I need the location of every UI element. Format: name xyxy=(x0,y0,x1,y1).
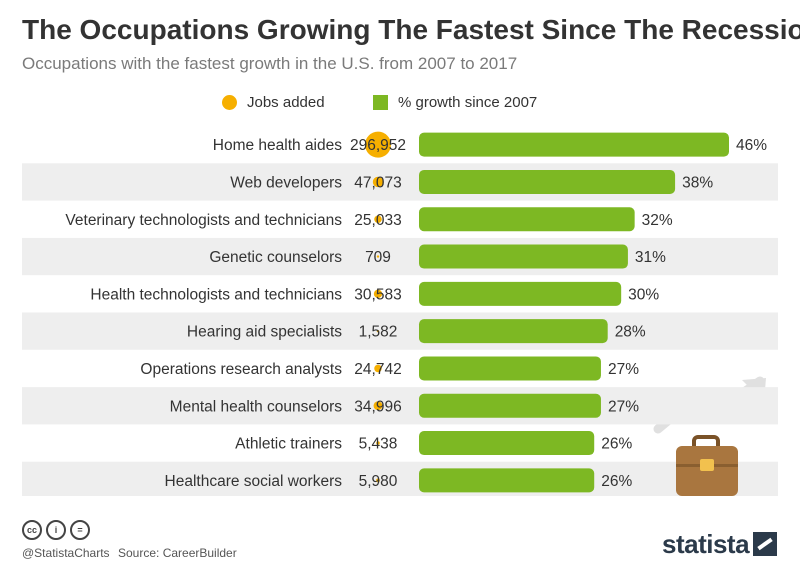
briefcase-clasp xyxy=(700,459,714,471)
statista-logo-icon xyxy=(753,532,778,556)
chart-area: Home health aides 296,952 46% Web developer… xyxy=(22,131,778,496)
category-label: Home health aides xyxy=(213,137,342,154)
category-label: Web developers xyxy=(230,174,342,191)
jobs-value-label: 30,583 xyxy=(354,286,401,303)
jobs-bubble xyxy=(374,364,382,373)
growth-bar xyxy=(419,431,595,456)
creative-commons-icon: cc xyxy=(22,520,42,540)
legend-jobs-label: Jobs added xyxy=(247,93,325,111)
jobs-bubble xyxy=(372,176,384,188)
jobs-bubble xyxy=(376,329,380,333)
growth-bar xyxy=(419,319,608,344)
jobs-value-label: 5,980 xyxy=(359,473,398,490)
no-derivatives-icon: = xyxy=(70,520,90,540)
statista-logo[interactable]: statista xyxy=(662,528,778,559)
category-label: Operations research analysts xyxy=(140,361,342,378)
growth-value-label: 26% xyxy=(601,436,632,453)
statista-handle: @StatistaCharts xyxy=(22,546,110,560)
category-label: Genetic counselors xyxy=(209,249,342,266)
jobs-value-label: 25,033 xyxy=(354,212,401,229)
growth-bar xyxy=(419,244,628,269)
category-label: Mental health counselors xyxy=(170,398,343,415)
growth-bar xyxy=(419,468,595,493)
growth-value-label: 46% xyxy=(736,137,767,154)
growth-value-label: 26% xyxy=(601,473,632,490)
jobs-bubble xyxy=(376,478,380,483)
growth-value-label: 27% xyxy=(608,361,639,378)
legend: Jobs added % growth since 2007 xyxy=(0,90,800,114)
jobs-value-label: 34,996 xyxy=(354,398,401,415)
category-label: Hearing aid specialists xyxy=(187,324,342,341)
growth-value-label: 28% xyxy=(615,324,646,341)
jobs-bubble xyxy=(376,255,380,258)
growth-bar xyxy=(419,281,622,306)
growth-value-label: 30% xyxy=(628,286,659,303)
row-band xyxy=(22,461,778,496)
legend-jobs-swatch xyxy=(222,94,237,110)
growth-bar xyxy=(419,169,676,194)
jobs-value-label: 5,438 xyxy=(359,436,398,453)
row-band xyxy=(22,237,778,276)
row-band xyxy=(22,387,778,425)
jobs-value-label: 296,952 xyxy=(350,137,406,154)
briefcase-icon xyxy=(676,435,738,496)
category-label: Healthcare social workers xyxy=(165,473,343,490)
jobs-bubble xyxy=(376,441,380,445)
jobs-bubble xyxy=(373,289,383,299)
jobs-bubble xyxy=(365,131,391,158)
brand-name: statista xyxy=(662,528,750,559)
growth-bar xyxy=(419,393,601,418)
growth-value-label: 38% xyxy=(682,174,713,191)
jobs-value-label: 709 xyxy=(365,249,391,266)
category-label: Athletic trainers xyxy=(235,436,342,453)
legend-item-growth: % growth since 2007 xyxy=(373,90,537,114)
jobs-bubble xyxy=(373,401,383,411)
jobs-bubble xyxy=(374,215,382,224)
jobs-value-label: 1,582 xyxy=(359,324,398,341)
source-note: Source: CareerBuilder xyxy=(118,546,237,560)
license-icons: cc i = xyxy=(22,520,90,542)
legend-growth-swatch xyxy=(373,94,388,110)
growth-bar xyxy=(419,207,635,232)
chart-title: The Occupations Growing The Fastest Sinc… xyxy=(22,14,800,45)
growth-bar xyxy=(419,132,729,157)
legend-item-jobs: Jobs added xyxy=(222,90,325,114)
jobs-value-label: 24,742 xyxy=(354,361,401,378)
jobs-value-label: 47,073 xyxy=(354,174,401,191)
growth-value-label: 31% xyxy=(635,249,666,266)
legend-growth-label: % growth since 2007 xyxy=(398,93,538,111)
growth-value-label: 27% xyxy=(608,398,639,415)
growth-bar xyxy=(419,356,601,381)
category-label: Veterinary technologists and technicians xyxy=(65,212,342,229)
row-band xyxy=(22,312,778,350)
attribution-icon: i xyxy=(46,520,66,540)
chart-subtitle: Occupations with the fastest growth in t… xyxy=(22,54,518,73)
growth-value-label: 32% xyxy=(642,212,673,229)
category-label: Health technologists and technicians xyxy=(90,286,342,303)
